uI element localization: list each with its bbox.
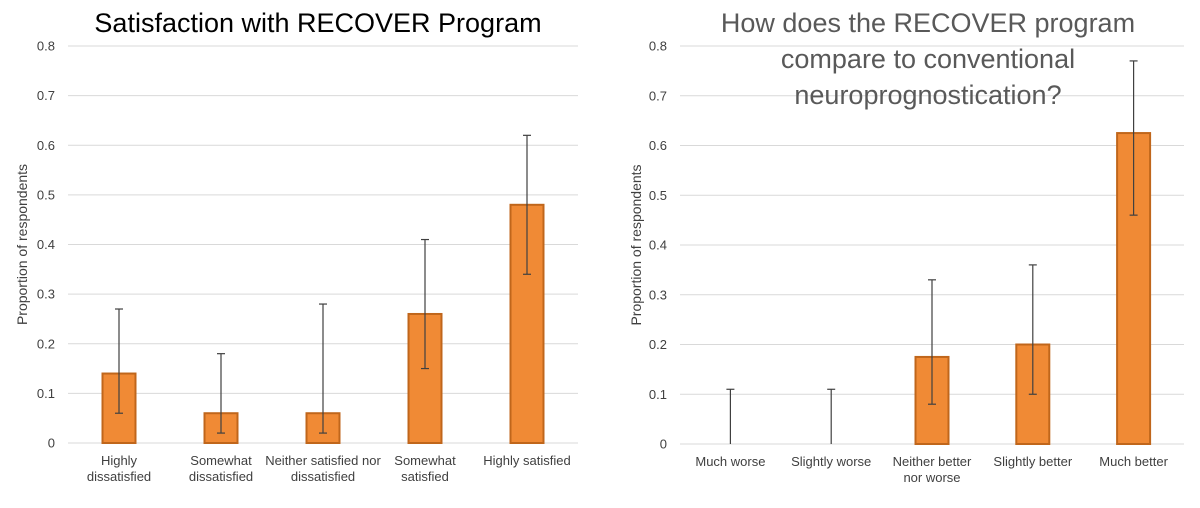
y-axis-label: Proportion of respondents [14, 164, 30, 325]
y-axis-label: Proportion of respondents [628, 164, 644, 325]
category-label: satisfied [401, 469, 449, 484]
y-tick-label: 0 [660, 437, 667, 452]
y-tick-label: 0.4 [37, 237, 55, 252]
chart-title: compare to conventional [781, 44, 1075, 74]
category-label: dissatisfied [189, 469, 253, 484]
y-tick-label: 0.4 [649, 238, 667, 253]
chart-title: Satisfaction with RECOVER Program [94, 8, 541, 38]
category-label: Slightly better [993, 454, 1072, 469]
y-tick-label: 0.7 [649, 88, 667, 103]
y-tick-label: 0.2 [649, 337, 667, 352]
chart-1: 0 0.1 0.2 0.3 0.4 0.5 0.6 0.7 0.8 Proportion of r… [14, 8, 578, 484]
y-tick-label: 0.7 [37, 88, 55, 103]
y-tick-label: 0 [48, 436, 55, 451]
y-tick-label: 0.1 [649, 387, 667, 402]
y-tick-label: 0.5 [37, 187, 55, 202]
y-tick-label: 0.3 [649, 287, 667, 302]
y-tick-label: 0.3 [37, 287, 55, 302]
category-label: Much better [1099, 454, 1168, 469]
y-tick-label: 0.8 [37, 39, 55, 54]
chart-2: 0 0.1 0.2 0.3 0.4 0.5 0.6 0.7 0.8 Proportion of r… [628, 8, 1184, 485]
y-tick-label: 0.6 [649, 138, 667, 153]
y-tick-label: 0.2 [37, 336, 55, 351]
category-label: Highly satisfied [483, 453, 570, 468]
chart-title: How does the RECOVER program [721, 8, 1135, 38]
category-label: Neither satisfied nor [265, 453, 381, 468]
y-tick-label: 0.6 [37, 138, 55, 153]
category-label: Highly [101, 453, 138, 468]
category-label: Somewhat [190, 453, 252, 468]
category-label: Neither better [893, 454, 972, 469]
chart-title: neuroprognostication? [794, 80, 1061, 110]
y-tick-label: 0.5 [649, 188, 667, 203]
category-label: Much worse [695, 454, 765, 469]
y-tick-label: 0.1 [37, 386, 55, 401]
category-label: dissatisfied [87, 469, 151, 484]
category-label: Somewhat [394, 453, 456, 468]
category-label: Slightly worse [791, 454, 871, 469]
category-label: dissatisfied [291, 469, 355, 484]
category-label: nor worse [903, 470, 960, 485]
y-tick-label: 0.8 [649, 39, 667, 54]
